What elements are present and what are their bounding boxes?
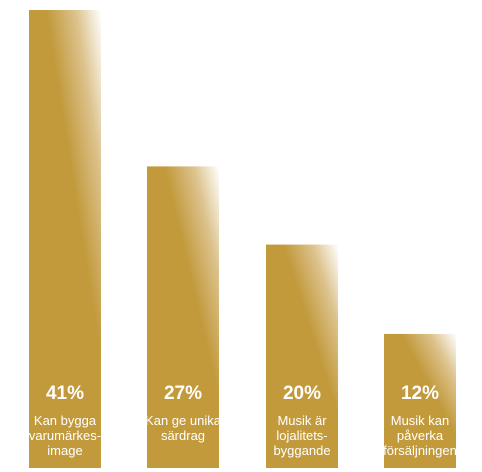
category-label-2-line-2: särdrag xyxy=(161,428,205,443)
category-label-1-line-1: Kan bygga xyxy=(34,413,97,428)
bar-value-label-1: 41% xyxy=(46,383,84,404)
category-label-1-line-2: varumärkes- xyxy=(29,428,101,443)
category-label-4-line-2: påverka xyxy=(397,428,444,443)
category-label-3-line-3: byggande xyxy=(273,443,330,458)
bar-2 xyxy=(147,166,219,468)
category-label-2-line-1: Kan ge unika xyxy=(145,413,222,428)
category-label-1-line-3: image xyxy=(47,443,82,458)
bar-4 xyxy=(384,333,456,468)
category-label-3-line-2: lojalitets- xyxy=(276,428,327,443)
bar-3 xyxy=(266,244,338,468)
category-label-3-line-1: Musik är xyxy=(277,413,327,428)
bars-group xyxy=(29,10,456,468)
bar-value-label-4: 12% xyxy=(401,383,439,404)
bar-value-label-2: 27% xyxy=(164,383,202,404)
bar-1 xyxy=(29,10,101,468)
category-label-4-line-1: Musik kan xyxy=(391,413,450,428)
category-label-4-line-3: försäljningen xyxy=(383,443,457,458)
bar-value-label-3: 20% xyxy=(283,383,321,404)
